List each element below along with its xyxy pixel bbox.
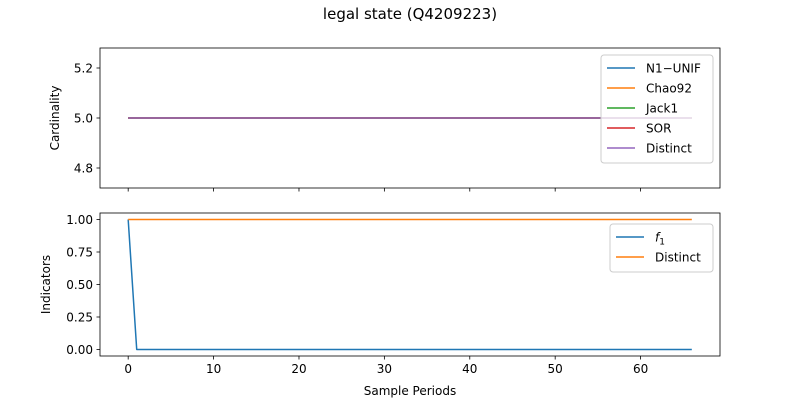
chart-1-legend-label-4: SOR xyxy=(646,122,671,136)
chart-2-xtick-label-2: 10 xyxy=(206,362,221,376)
chart-2-series-1-line xyxy=(127,219,692,351)
chart-1-legend-box xyxy=(600,54,714,164)
figure-title: legal state (Q4209223) xyxy=(323,5,497,23)
chart-1-ytick-label-3: 5.2 xyxy=(74,62,93,76)
chart-2-ytick-label-4: 0.75 xyxy=(66,246,93,260)
chart-2: 0 10 20 30 40 50 60 0.00 0.25 0.50 0.75 1.00 Indicat… xyxy=(39,212,721,398)
chart-2-xtick-label-7: 60 xyxy=(633,362,648,376)
plots: 4.8 5.0 5.2 Cardinality N1−UNIF Chao92 Jack1 SO… xyxy=(39,47,721,398)
chart-2-xtick-label-6: 50 xyxy=(548,362,563,376)
chart-1: 4.8 5.0 5.2 Cardinality N1−UNIF Chao92 Jack1 SO… xyxy=(48,47,721,192)
chart-2-xlabel: Sample Periods xyxy=(364,384,456,398)
chart-2-ytick-label-5: 1.00 xyxy=(66,213,93,227)
chart-2-legend-box xyxy=(609,223,714,273)
chart-2-xtick-label-4: 30 xyxy=(377,362,392,376)
chart-2-xtick-label-3: 20 xyxy=(291,362,306,376)
chart-2-ylabel: Indicators xyxy=(39,255,53,314)
chart-1-legend-label-3: Jack1 xyxy=(645,102,678,116)
chart-1-ytick-label-1: 4.8 xyxy=(74,162,93,176)
chart-2-legend: f1 Distinct xyxy=(609,223,714,273)
chart-2-ytick-label-1: 0.00 xyxy=(66,343,93,357)
chart-1-legend-label-2: Chao92 xyxy=(646,82,692,96)
chart-2-legend-label-2: Distinct xyxy=(655,251,701,265)
chart-2-ytick-label-3: 0.50 xyxy=(66,278,93,292)
chart-1-legend: N1−UNIF Chao92 Jack1 SOR Distinct xyxy=(600,54,714,164)
chart-2-legend-label-1: f1 xyxy=(655,231,665,248)
chart-1-legend-label-5: Distinct xyxy=(646,142,692,156)
chart-2-ytick-label-2: 0.25 xyxy=(66,311,93,325)
chart-2-xtick-label-5: 40 xyxy=(462,362,477,376)
chart-1-ytick-label-2: 5.0 xyxy=(74,112,93,126)
chart-2-xtick-label-1: 0 xyxy=(124,362,132,376)
chart-1-ylabel: Cardinality xyxy=(48,86,62,151)
chart-1-legend-label-1: N1−UNIF xyxy=(646,62,701,76)
